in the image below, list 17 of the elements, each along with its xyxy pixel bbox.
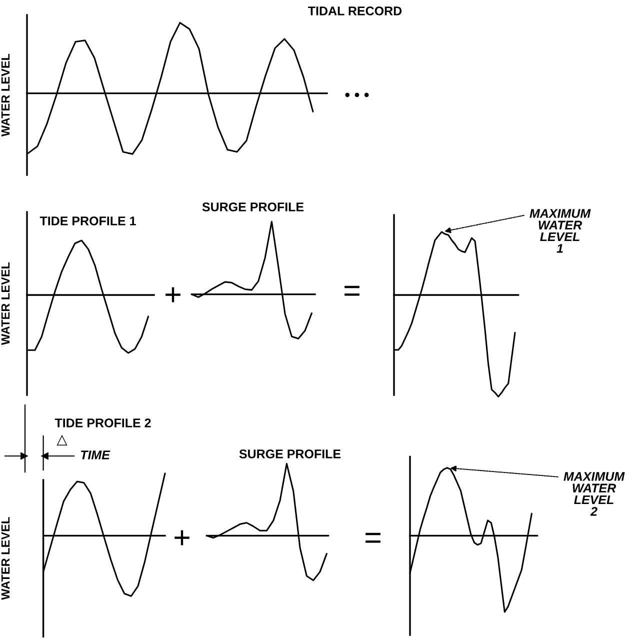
text: TIME xyxy=(80,450,110,460)
chart-title: SURGE PROFILE xyxy=(202,202,304,212)
text: = xyxy=(344,286,360,296)
y-axis-title: WATER LEVEL xyxy=(1,517,10,600)
text: △ xyxy=(56,434,68,446)
text: TIDAL RECORD xyxy=(308,6,402,16)
y-axis-title: WATER LEVEL xyxy=(1,54,10,137)
chart-title: TIDE PROFILE 2 xyxy=(54,418,151,428)
chart-title: SURGE PROFILE xyxy=(239,450,341,458)
text: MAXIMUM WATER LEVEL 1 xyxy=(530,209,591,253)
text: • • • xyxy=(345,92,369,98)
y-axis-title: WATER LEVEL xyxy=(1,262,10,346)
text: + xyxy=(174,530,190,546)
text: MAXIMUM WATER LEVEL 2 xyxy=(564,472,625,516)
text: = xyxy=(366,532,380,543)
chart-title: TIDE PROFILE 1 xyxy=(40,216,136,226)
text: + xyxy=(166,287,180,302)
